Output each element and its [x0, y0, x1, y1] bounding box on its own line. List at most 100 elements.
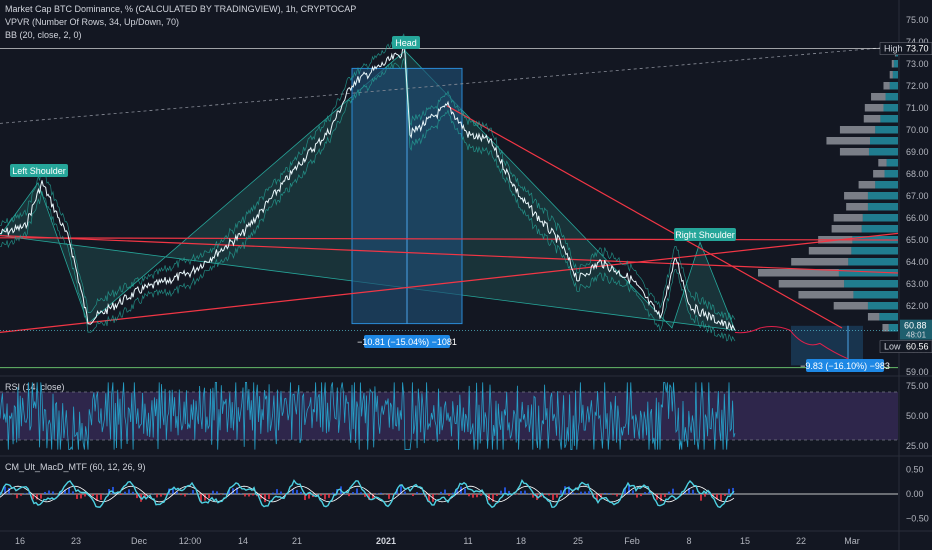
macd-histogram-bar — [356, 488, 358, 494]
macd-histogram-bar — [36, 494, 38, 500]
macd-line[interactable] — [0, 479, 735, 509]
vpvr-bar-down — [864, 104, 884, 112]
macd-histogram-bar — [224, 493, 226, 494]
vpvr-bar-up — [885, 93, 898, 101]
macd-histogram-bar — [500, 490, 502, 494]
legend-vpvr[interactable]: VPVR (Number Of Rows, 34, Up/Down, 70) — [5, 17, 180, 27]
macd-histogram-bar — [528, 493, 530, 494]
macd-histogram-bar — [724, 494, 726, 496]
macd-signal-line — [0, 485, 735, 503]
projection-path — [734, 326, 849, 360]
macd-histogram-bar — [232, 488, 234, 494]
macd-histogram-bar — [644, 492, 646, 494]
macd-histogram-bar — [24, 493, 26, 494]
macd-histogram-bar — [428, 494, 430, 502]
vpvr-bar-up — [851, 247, 898, 255]
last-price-box — [900, 319, 932, 340]
price-axis-label: 68.00 — [906, 169, 929, 179]
rsi-pane[interactable]: RSI (14, close) 75.00 50.00 25.00 — [0, 381, 929, 451]
rsi-line[interactable] — [0, 381, 736, 451]
macd-histogram-bar — [456, 489, 458, 494]
vpvr-bar-up — [853, 291, 898, 299]
macd-histogram-bar — [72, 491, 74, 494]
price-axis[interactable]: 75.00 74.00 73.00 72.00 71.00 70.00 69.00 68.00… — [879, 15, 932, 377]
measure-head-label-box — [364, 335, 450, 348]
price-axis-label: 66.00 — [906, 213, 929, 223]
bollinger-lower — [0, 57, 736, 343]
macd-histogram-bar — [204, 494, 206, 501]
macd-histogram-bar — [108, 489, 110, 494]
macd-histogram-bar — [128, 489, 130, 494]
macd-histogram-bar — [608, 493, 610, 494]
macd-histogram-bar — [504, 487, 506, 494]
macd-pane[interactable]: CM_Ult_MacD_MTF (60, 12, 26, 9) 0.50 0.00… — [0, 462, 929, 523]
bollinger-upper — [0, 33, 736, 321]
macd-histogram-bar — [400, 485, 402, 494]
macd-histogram-bar — [388, 494, 390, 499]
macd-histogram-bar — [444, 489, 446, 494]
price-axis-label: 65.00 — [906, 235, 929, 245]
macd-histogram-bar — [244, 494, 246, 497]
vpvr-bar-up — [893, 60, 898, 68]
vpvr-bar-up — [867, 192, 898, 200]
vpvr-bar-up — [875, 181, 898, 189]
macd-histogram-bar — [648, 491, 650, 494]
macd-histogram-bar — [448, 494, 450, 496]
legend-title[interactable]: Market Cap BTC Dominance, % (CALCULATED … — [5, 4, 357, 14]
macd-histogram-bar — [376, 493, 378, 494]
vpvr-bar-up — [884, 170, 898, 178]
high-marker-label: High — [884, 44, 903, 54]
macd-histogram-bar — [80, 494, 82, 499]
macd-histogram-bar — [160, 494, 162, 497]
macd-histogram-bar — [696, 493, 698, 494]
legend-bb[interactable]: BB (20, close, 2, 0) — [5, 30, 82, 40]
macd-histogram-bar — [348, 494, 350, 497]
macd-histogram-bar — [164, 494, 166, 496]
vpvr-bar-down — [778, 280, 845, 288]
macd-histogram-bar — [4, 486, 6, 494]
rsi-axis-label: 75.00 — [906, 381, 929, 391]
macd-histogram-bar — [360, 492, 362, 494]
macd-histogram-bar — [664, 494, 666, 498]
high-marker: High 73.70 — [879, 42, 932, 55]
macd-histogram-bar — [544, 494, 546, 495]
vpvr-bar-up — [848, 258, 898, 266]
low-marker-box — [879, 340, 932, 353]
macd-histogram-bar — [576, 493, 578, 494]
macd-histogram-bar — [228, 490, 230, 494]
time-axis-label: 22 — [796, 536, 806, 546]
price-line[interactable] — [0, 45, 736, 332]
macd-histogram-bar — [372, 494, 374, 500]
trendline-dashed-upper — [0, 46, 899, 124]
macd-histogram-bar — [572, 492, 574, 494]
macd-axis-label: 0.00 — [906, 489, 924, 499]
macd-histogram-bar — [16, 494, 18, 499]
macd-histogram-bar — [252, 494, 254, 496]
vpvr-bar-up — [844, 280, 898, 288]
trendline-descending-support — [0, 235, 899, 274]
vpvr-bar-down — [871, 93, 886, 101]
price-axis-label: 75.00 — [906, 15, 929, 25]
time-axis[interactable]: 16 23 Dec 12:00 14 21 2021 11 18 25 Feb 8 15 22 Mar — [15, 536, 860, 546]
vpvr-bar-down — [798, 291, 854, 299]
macd-histogram-bar — [440, 491, 442, 494]
time-axis-label: 16 — [15, 536, 25, 546]
macd-histogram-bar — [268, 494, 270, 500]
macd-histogram-bar — [272, 492, 274, 494]
macd-histogram-bar — [700, 494, 702, 501]
vpvr-bar-up — [886, 159, 898, 167]
macd-histogram-bar — [568, 486, 570, 494]
macd-histogram-bar — [600, 494, 602, 498]
macd-histogram-bar — [436, 494, 438, 495]
macd-histogram-bar — [68, 487, 70, 494]
macd-histogram-bar — [264, 494, 266, 503]
macd-histogram-bar — [548, 494, 550, 496]
low-marker-label: Low — [884, 342, 901, 352]
macd-axis-label: −0.50 — [906, 513, 929, 523]
macd-histogram-bar — [212, 490, 214, 494]
left-shoulder-label-box — [10, 164, 68, 177]
macd-histogram-bar — [216, 491, 218, 494]
macd-histogram-bar — [64, 489, 66, 494]
